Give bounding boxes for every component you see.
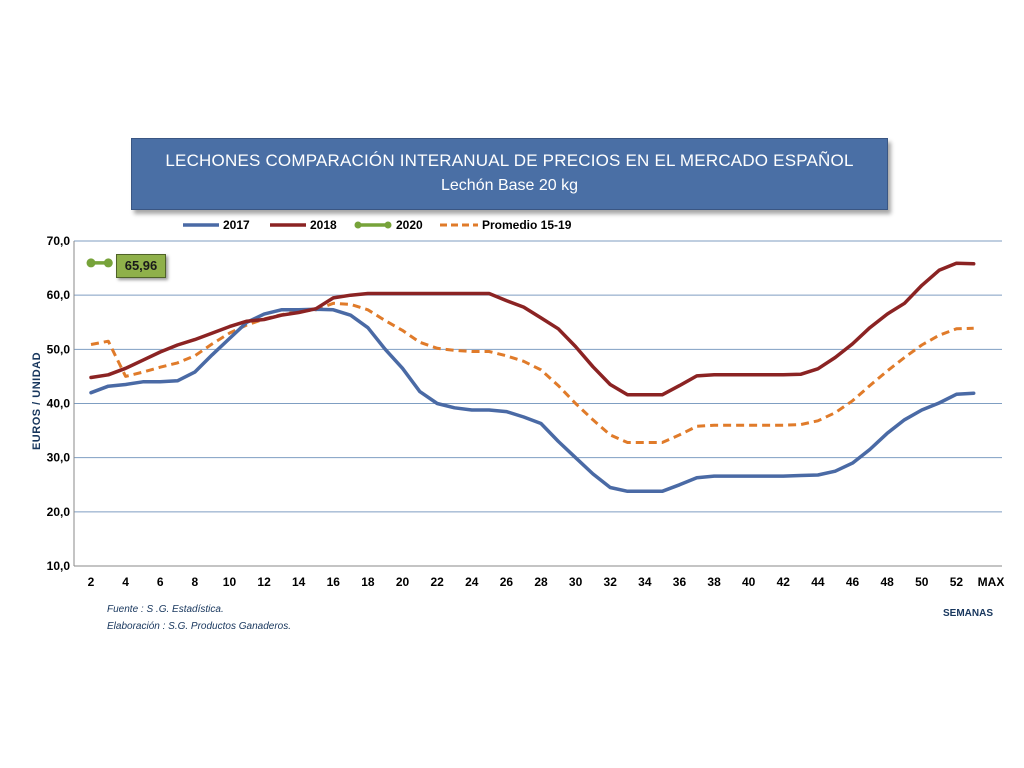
y-tick-label: 20,0 — [47, 505, 71, 519]
x-tick-label: 50 — [915, 575, 929, 589]
legend-label-2020: 2020 — [396, 217, 423, 232]
x-tick-label: 34 — [638, 575, 652, 589]
x-tick-label: 28 — [534, 575, 548, 589]
x-tick-label: 6 — [157, 575, 164, 589]
legend-label-2018: 2018 — [310, 217, 337, 232]
y-tick-label: 30,0 — [47, 451, 71, 465]
x-tick-label: 24 — [465, 575, 479, 589]
y-tick-label: 70,0 — [47, 234, 71, 248]
x-tick-label: 4 — [122, 575, 129, 589]
legend-item-promedio: Promedio 15-19 — [440, 217, 571, 232]
series-line-promedio-15-19 — [90, 301, 974, 444]
series-line-2018 — [89, 261, 976, 397]
source-note: Fuente : S .G. Estadística. — [107, 604, 224, 615]
x-tick-label: 16 — [327, 575, 341, 589]
legend-item-2020: 2020 — [354, 217, 423, 232]
x-tick-label: 22 — [430, 575, 444, 589]
x-axis-label: SEMANAS — [943, 608, 994, 619]
x-tick-label: 8 — [192, 575, 199, 589]
chart-subtitle: Lechón Base 20 kg — [441, 177, 578, 194]
x-tick-label: 10 — [223, 575, 237, 589]
legend-swatch-2017 — [183, 223, 219, 227]
x-tick-label: 26 — [500, 575, 514, 589]
series-line-2017 — [89, 307, 976, 494]
x-tick-label: 52 — [950, 575, 964, 589]
x-tick-label: 32 — [604, 575, 618, 589]
series-point-2020 — [103, 258, 113, 268]
y-tick-label: 50,0 — [47, 342, 71, 356]
x-tick-label: 20 — [396, 575, 410, 589]
legend-swatch-2018 — [270, 223, 306, 227]
x-tick-label: 30 — [569, 575, 583, 589]
chart-title-box: LECHONES COMPARACIÓN INTERANUAL DE PRECI… — [131, 138, 888, 210]
x-tick-label: 48 — [880, 575, 894, 589]
x-tick-label: MAX — [978, 575, 1005, 589]
y-axis-label: EUROS / UNIDAD — [31, 351, 44, 451]
x-tick-label: 40 — [742, 575, 756, 589]
x-tick-label: 42 — [777, 575, 791, 589]
chart-title: LECHONES COMPARACIÓN INTERANUAL DE PRECI… — [165, 151, 854, 170]
value-callout-2020: 65,96 — [116, 254, 166, 278]
legend-label-2017: 2017 — [223, 217, 250, 232]
x-tick-label: 44 — [811, 575, 825, 589]
x-tick-label: 2 — [88, 575, 95, 589]
series-point-2020 — [86, 258, 96, 268]
legend-label-promedio: Promedio 15-19 — [482, 217, 572, 232]
legend-swatch-promedio — [440, 223, 478, 227]
x-tick-label: 14 — [292, 575, 306, 589]
y-tick-label: 40,0 — [47, 397, 71, 411]
x-tick-label: 46 — [846, 575, 860, 589]
x-tick-label: 18 — [361, 575, 375, 589]
x-tick-label: 36 — [673, 575, 687, 589]
elaboration-note: Elaboración : S.G. Productos Ganaderos. — [107, 621, 291, 632]
y-tick-label: 10,0 — [47, 559, 71, 573]
legend-item-2018: 2018 — [270, 217, 337, 232]
x-tick-label: 38 — [707, 575, 721, 589]
legend-swatch-2020 — [354, 221, 392, 229]
y-tick-label: 60,0 — [47, 288, 71, 302]
legend-item-2017: 2017 — [183, 217, 250, 232]
x-tick-label: 12 — [257, 575, 271, 589]
